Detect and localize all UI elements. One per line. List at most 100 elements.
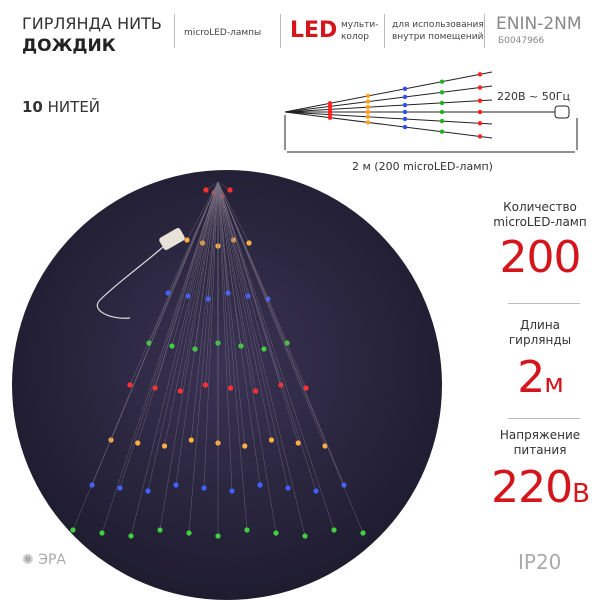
spec-value: 2м (470, 352, 600, 403)
scheme-dot (327, 115, 333, 120)
led-dot (225, 290, 231, 296)
led-dot (242, 443, 248, 449)
scheme-dot (402, 124, 408, 130)
scheme-dot (365, 104, 371, 110)
scheme-strand (284, 85, 493, 113)
scheme-dot (402, 94, 408, 100)
led-dot (177, 388, 183, 394)
strand (130, 181, 219, 537)
scheme-dot (477, 98, 483, 103)
scheme (284, 71, 578, 153)
strand (217, 181, 326, 447)
power: 220В ~ 50Гц (497, 90, 570, 103)
usage: для использования (392, 20, 484, 30)
led-dot (295, 440, 301, 446)
led-dot (268, 437, 275, 443)
scheme-strand (284, 111, 493, 139)
spec-unit: В (572, 479, 590, 509)
strands: 10 НИТЕЙ (22, 98, 100, 116)
wire (96, 231, 181, 319)
strand (180, 181, 219, 392)
lamp-type: microLED-лампы (184, 28, 262, 38)
separator (484, 14, 485, 48)
strand (217, 181, 335, 531)
strand (159, 181, 219, 531)
model: ENIN-2NM (496, 14, 582, 34)
separator (508, 303, 580, 304)
scheme-dot (439, 79, 445, 84)
led-dot (202, 382, 209, 388)
led-dot (205, 296, 211, 302)
spec-label: Количество (503, 200, 577, 214)
led-dot (238, 343, 244, 349)
led-dot (203, 187, 209, 193)
led-dot (273, 530, 279, 536)
scheme-dot (365, 114, 371, 120)
scheme-dot (477, 121, 483, 126)
led-label: LED (290, 18, 338, 43)
led-dot (313, 488, 319, 494)
led-dot (360, 530, 366, 536)
led-dot (261, 346, 267, 352)
led-dot (201, 485, 207, 491)
strand (188, 181, 219, 534)
led-dot (331, 527, 337, 533)
scheme-dot (365, 120, 371, 125)
separator (384, 14, 385, 48)
strand (119, 181, 219, 489)
scheme-dot (365, 99, 371, 104)
scheme-dot (365, 109, 371, 115)
scheme-strand (284, 99, 493, 113)
scheme-dot (402, 102, 408, 108)
scheme-dot (402, 109, 408, 115)
scheme-dot (327, 104, 333, 109)
title: ГИРЛЯНДА НИТЬ (22, 14, 162, 33)
led-note: мульти- (341, 20, 379, 30)
led-dot (117, 485, 123, 491)
length-note: 2 м (200 microLED-ламп) (352, 160, 493, 173)
scheme-dot (402, 86, 408, 92)
led-dot (99, 530, 105, 536)
strand (217, 181, 364, 534)
strand (175, 181, 219, 486)
strand-count: 10 (22, 98, 43, 116)
strand (137, 181, 219, 444)
led-dot (108, 437, 114, 443)
strand (217, 181, 277, 534)
protection: IP20 (518, 550, 562, 574)
led-dot (215, 533, 221, 539)
scheme-dot (439, 90, 445, 95)
led-dot (185, 293, 191, 299)
separator (508, 418, 580, 419)
spec-unit: м (544, 369, 564, 399)
led-dot (303, 385, 309, 391)
led-dot (145, 488, 151, 494)
spec-number: 220 (491, 462, 573, 513)
strand (164, 181, 219, 447)
strand (217, 181, 306, 537)
led-dot (161, 443, 168, 449)
led-dot (152, 385, 158, 391)
scheme-dot (327, 101, 333, 106)
strand (147, 181, 219, 492)
strand (217, 181, 231, 389)
led-dot (253, 388, 259, 394)
scheme-dot (477, 109, 483, 115)
strand (217, 181, 265, 350)
spec-label: Длина (519, 318, 561, 332)
led-dot (169, 343, 175, 349)
led-dot (230, 237, 237, 243)
scheme-dot (402, 116, 408, 122)
led-dot (188, 437, 194, 443)
article: Б0047966 (498, 36, 545, 46)
led-dot (89, 482, 95, 488)
led-dot (184, 237, 190, 243)
spec-label: microLED-ламп (493, 215, 587, 229)
led-dot (285, 485, 291, 491)
led-dot (227, 187, 233, 193)
led-dot (302, 533, 308, 539)
led-dot (127, 382, 133, 388)
